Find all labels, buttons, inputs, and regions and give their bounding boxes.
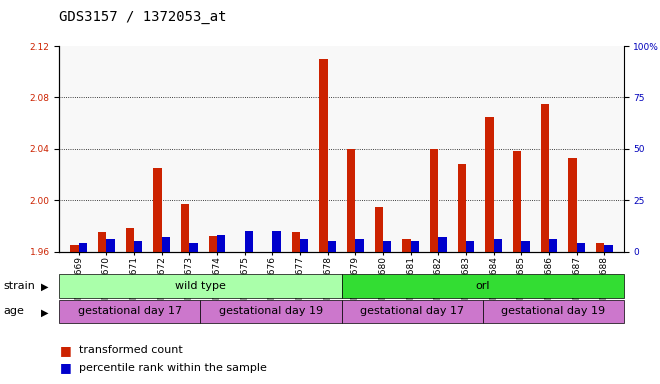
Bar <box>292 232 300 252</box>
Text: orl: orl <box>475 281 490 291</box>
Bar <box>411 241 419 252</box>
Text: gestational day 19: gestational day 19 <box>219 306 323 316</box>
Bar <box>513 151 521 252</box>
Bar <box>273 231 280 252</box>
Text: ▶: ▶ <box>41 282 49 292</box>
Text: ▶: ▶ <box>41 308 49 318</box>
Bar <box>375 207 383 252</box>
Bar <box>541 104 549 252</box>
Text: GDS3157 / 1372053_at: GDS3157 / 1372053_at <box>59 10 227 23</box>
Bar <box>245 231 253 252</box>
Text: gestational day 17: gestational day 17 <box>78 306 182 316</box>
Bar <box>106 239 115 252</box>
Bar <box>319 59 328 252</box>
Text: age: age <box>3 306 24 316</box>
Bar <box>71 245 79 252</box>
Bar <box>485 117 494 252</box>
Text: transformed count: transformed count <box>79 345 183 355</box>
Bar <box>549 239 557 252</box>
Bar <box>79 243 87 252</box>
Bar <box>403 239 411 252</box>
Bar <box>98 232 106 252</box>
Bar <box>494 239 502 252</box>
Bar <box>328 241 336 252</box>
Bar <box>430 149 438 252</box>
Bar <box>383 241 391 252</box>
Bar <box>217 235 225 252</box>
Bar <box>162 237 170 252</box>
Text: ■: ■ <box>59 361 71 374</box>
Bar <box>153 168 162 252</box>
Bar <box>596 243 605 252</box>
Bar <box>458 164 466 252</box>
Text: gestational day 19: gestational day 19 <box>501 306 605 316</box>
Bar <box>347 149 355 252</box>
Bar <box>568 158 577 252</box>
Bar <box>438 237 447 252</box>
Bar <box>181 204 189 252</box>
Bar <box>126 228 134 252</box>
Bar <box>521 241 529 252</box>
Text: ■: ■ <box>59 344 71 357</box>
Text: gestational day 17: gestational day 17 <box>360 306 464 316</box>
Bar <box>577 243 585 252</box>
Bar <box>209 236 217 252</box>
Bar <box>355 239 364 252</box>
Text: strain: strain <box>3 281 35 291</box>
Text: percentile rank within the sample: percentile rank within the sample <box>79 363 267 373</box>
Bar <box>605 245 612 252</box>
Bar <box>300 239 308 252</box>
Bar <box>189 243 198 252</box>
Bar <box>134 241 143 252</box>
Bar <box>466 241 475 252</box>
Text: wild type: wild type <box>175 281 226 291</box>
